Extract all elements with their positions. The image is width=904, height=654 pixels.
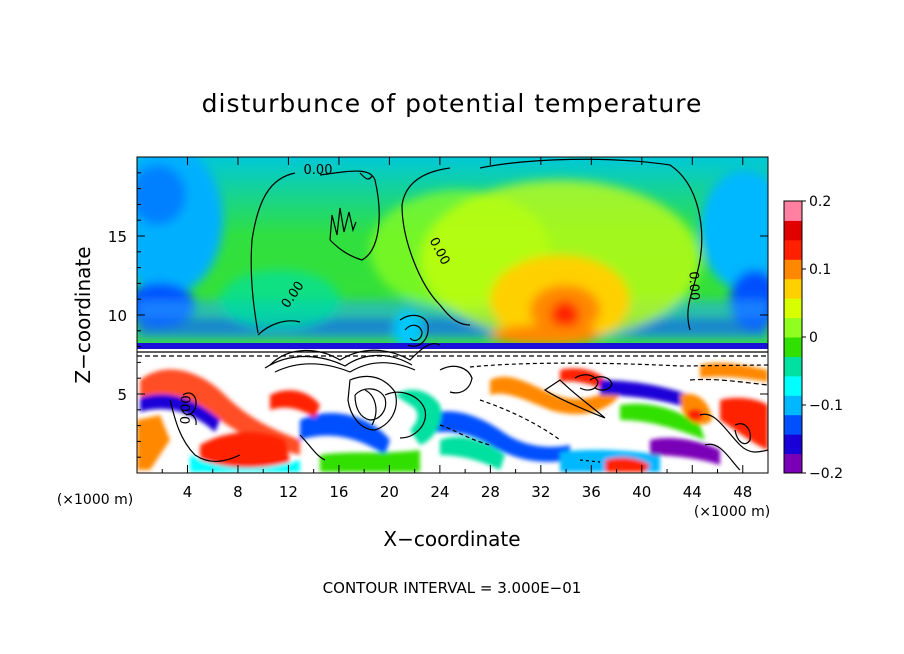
x-tick-label: 48 xyxy=(733,483,752,501)
plot-area xyxy=(137,157,768,473)
contour-interval-note: CONTOUR INTERVAL = 3.000E−01 xyxy=(323,579,582,597)
y-tick-label: 5 xyxy=(117,386,127,404)
colorbar-swatch xyxy=(784,337,802,357)
colorbar-tick-label: −0.1 xyxy=(809,398,843,414)
colorbar-swatch xyxy=(784,239,802,260)
colorbar-swatch xyxy=(784,259,802,280)
contour-lines xyxy=(137,158,768,471)
colorbar: 0.2 0.1 0 −0.1 −0.2 xyxy=(783,194,843,482)
x-tick-label: 24 xyxy=(430,483,449,501)
y-tick-label: 15 xyxy=(108,228,127,246)
contour-label: 0.00 xyxy=(179,395,195,424)
y-tick-label: 10 xyxy=(108,307,127,325)
colorbar-swatch xyxy=(784,434,802,455)
x-tick-label: 28 xyxy=(481,483,500,501)
x-unit-left: (×1000 m) xyxy=(57,492,133,508)
contour-label: 0.00 xyxy=(685,271,701,300)
field-shading xyxy=(137,157,768,350)
colorbar-swatch xyxy=(784,395,802,416)
x-tick-label: 16 xyxy=(329,483,348,501)
x-tick-label: 36 xyxy=(582,483,601,501)
contour-label: 0.00 xyxy=(304,163,333,178)
x-axis: 4 8 12 16 20 24 28 32 36 40 44 48 xyxy=(161,157,752,501)
y-axis-label: Z−coordinate xyxy=(71,246,95,383)
colorbar-swatch xyxy=(784,414,802,435)
colorbar-swatch xyxy=(784,220,802,241)
colorbar-tick-label: 0.1 xyxy=(809,262,831,278)
x-tick-label: 8 xyxy=(233,483,243,501)
x-tick-label: 40 xyxy=(632,483,651,501)
colorbar-swatch xyxy=(784,453,802,474)
x-tick-label: 44 xyxy=(683,483,702,501)
colorbar-swatch xyxy=(784,201,802,221)
colorbar-swatch xyxy=(784,278,802,299)
y-axis: 5 10 15 xyxy=(108,172,768,458)
chart-title: disturbunce of potential temperature xyxy=(202,89,703,118)
colorbar-swatch xyxy=(784,375,802,396)
x-tick-label: 20 xyxy=(380,483,399,501)
x-axis-label: X−coordinate xyxy=(383,527,520,551)
inversion-layer xyxy=(137,343,768,349)
colorbar-tick-label: −0.2 xyxy=(809,466,843,482)
colorbar-swatch xyxy=(784,317,802,338)
colorbar-swatch xyxy=(784,356,802,377)
colorbar-tick-label: 0.2 xyxy=(809,194,831,210)
lower-turbulent-shading xyxy=(137,362,768,472)
x-tick-label: 12 xyxy=(279,483,298,501)
colorbar-tick-label: 0 xyxy=(809,330,818,346)
x-unit-right: (×1000 m) xyxy=(694,504,770,520)
x-tick-label: 4 xyxy=(183,483,193,501)
colorbar-swatch xyxy=(784,298,802,319)
x-tick-label: 32 xyxy=(531,483,550,501)
